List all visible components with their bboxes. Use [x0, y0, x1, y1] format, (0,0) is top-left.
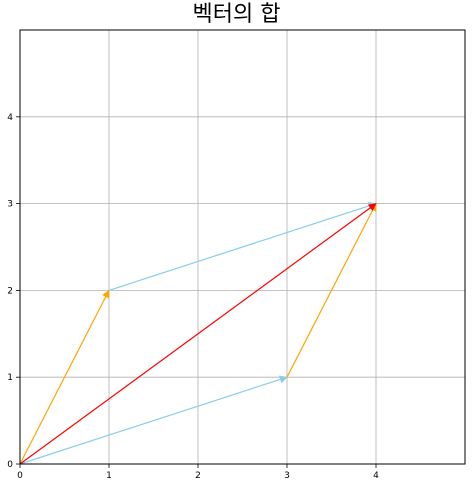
- y-tick-label: 2: [7, 286, 13, 296]
- vector-arrow-sum: [19, 203, 377, 465]
- chart-title: 벡터의 합: [192, 2, 281, 27]
- vector-arrow-b: [286, 202, 377, 378]
- y-tick-label: 4: [7, 113, 13, 123]
- y-tick-label: 1: [7, 373, 13, 383]
- x-tick-label: 4: [373, 471, 379, 481]
- x-tick-label: 1: [106, 471, 112, 481]
- vector-arrow-a: [108, 202, 377, 291]
- vector-arrow-b: [19, 289, 110, 465]
- vectors: [19, 202, 377, 465]
- y-tick-label: 0: [7, 460, 13, 470]
- axis-ticks: 0 1 2 3 4 0 1 2 3 4: [7, 113, 379, 481]
- x-tick-label: 2: [195, 471, 201, 481]
- vector-arrow-a: [19, 375, 288, 465]
- x-tick-label: 3: [284, 471, 290, 481]
- y-tick-label: 3: [7, 200, 13, 210]
- x-tick-label: 0: [17, 471, 23, 481]
- plot-frame: [19, 29, 466, 465]
